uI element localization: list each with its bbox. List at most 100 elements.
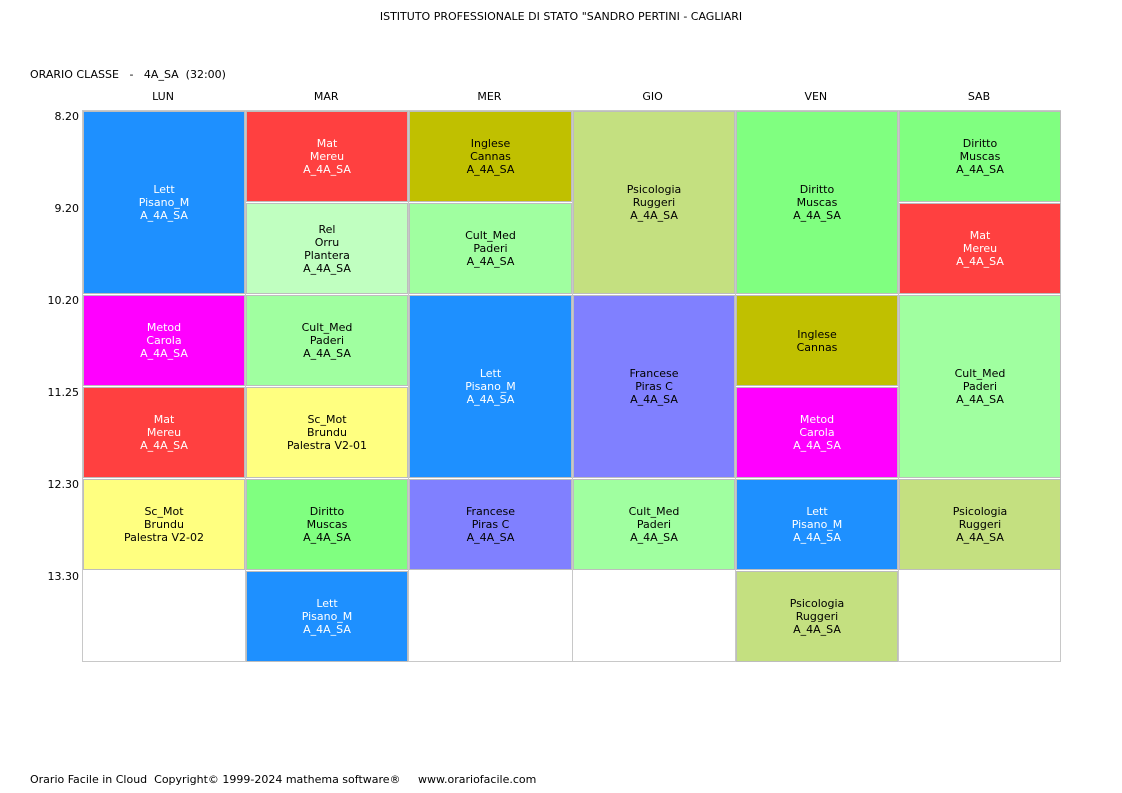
lesson-detail: Piras C xyxy=(635,380,673,393)
lesson-block[interactable]: Sc_Mot Brundu Palestra V2-02 xyxy=(83,479,245,570)
lesson-block[interactable]: Metod Carola A_4A_SA xyxy=(83,295,245,386)
copyright-text: Orario Facile in Cloud Copyright© 1999-2… xyxy=(30,773,401,786)
lesson-subject: Diritto xyxy=(799,183,835,196)
lesson-subject: Diritto xyxy=(962,137,998,150)
lesson-block[interactable]: Cult_Med Paderi A_4A_SA xyxy=(409,203,572,294)
lesson-block[interactable]: Lett Pisano_M A_4A_SA xyxy=(246,571,408,662)
lesson-detail: A_4A_SA xyxy=(303,623,351,636)
lesson-detail: A_4A_SA xyxy=(140,209,188,222)
website-link[interactable]: www.orariofacile.com xyxy=(418,773,537,786)
lesson-detail: A_4A_SA xyxy=(466,163,515,176)
lesson-block[interactable]: Mat Mereu A_4A_SA xyxy=(246,111,408,202)
lesson-detail: Pisano_M xyxy=(301,610,353,623)
lesson-subject: Inglese xyxy=(470,137,511,150)
lesson-detail: Palestra V2-01 xyxy=(287,439,367,452)
lesson-detail: A_4A_SA xyxy=(956,531,1004,544)
lesson-subject: Metod xyxy=(146,321,182,334)
lesson-block[interactable]: Lett Pisano_M A_4A_SA xyxy=(83,111,245,294)
lesson-detail: A_4A_SA xyxy=(466,531,515,544)
lesson-subject: Diritto xyxy=(309,505,345,518)
class-separator: - xyxy=(129,68,134,81)
lesson-subject: Lett xyxy=(153,183,175,196)
column-divider xyxy=(245,110,246,662)
lesson-detail: Pisano_M xyxy=(138,196,190,209)
footer: Orario Facile in Cloud Copyright© 1999-2… xyxy=(30,773,536,786)
class-header: ORARIO CLASSE - 4A_SA (32:00) xyxy=(30,68,226,81)
lesson-detail: A_4A_SA xyxy=(793,531,841,544)
class-label: ORARIO CLASSE xyxy=(30,68,119,81)
lesson-detail: Paderi xyxy=(636,518,672,531)
class-name: 4A_SA xyxy=(143,68,179,81)
day-label-mer: MER xyxy=(477,90,502,103)
lesson-detail: A_4A_SA xyxy=(956,163,1004,176)
lesson-detail: Pisano_M xyxy=(465,380,516,393)
lesson-detail: Paderi xyxy=(962,380,998,393)
lesson-detail: Ruggeri xyxy=(632,196,676,209)
school-title: ISTITUTO PROFESSIONALE DI STATO "SANDRO … xyxy=(379,10,743,23)
lesson-block[interactable]: Psicologia Ruggeri A_4A_SA xyxy=(573,111,735,294)
lesson-subject: Lett xyxy=(806,505,828,518)
lesson-subject: Psicologia xyxy=(626,183,682,196)
time-label: 10.20 xyxy=(47,294,80,307)
column-divider xyxy=(572,110,573,662)
lesson-block[interactable]: Cult_Med Paderi A_4A_SA xyxy=(246,295,408,386)
lesson-block[interactable]: Cult_Med Paderi A_4A_SA xyxy=(899,295,1061,478)
lesson-detail: A_4A_SA xyxy=(140,347,188,360)
lesson-subject: Sc_Mot xyxy=(307,413,347,426)
lesson-detail: Brundu xyxy=(144,518,184,531)
lesson-detail: Cannas xyxy=(796,340,838,354)
lesson-detail: A_4A_SA xyxy=(303,531,351,544)
lesson-detail: A_4A_SA xyxy=(303,261,351,275)
lesson-detail: Mereu xyxy=(146,426,182,439)
lesson-detail: Muscas xyxy=(796,196,838,209)
lesson-subject: Cult_Med xyxy=(628,505,680,518)
lesson-detail: Muscas xyxy=(306,518,348,531)
lesson-subject: Psicologia xyxy=(952,505,1008,518)
lesson-block[interactable]: Rel Orru Plantera A_4A_SA xyxy=(246,203,408,294)
lesson-detail: A_4A_SA xyxy=(630,393,678,406)
lesson-block[interactable]: Mat Mereu A_4A_SA xyxy=(899,203,1061,294)
lesson-block[interactable]: Diritto Muscas A_4A_SA xyxy=(736,111,898,294)
lesson-detail: Paderi xyxy=(473,242,508,255)
lesson-detail: Ruggeri xyxy=(958,518,1002,531)
lesson-detail: A_4A_SA xyxy=(956,255,1004,268)
day-label-mar: MAR xyxy=(313,90,339,103)
lesson-subject: Psicologia xyxy=(789,597,845,610)
lesson-detail: Brundu xyxy=(307,426,347,439)
time-label: 9.20 xyxy=(54,202,80,215)
lesson-block[interactable]: Cult_Med Paderi A_4A_SA xyxy=(573,479,735,570)
lesson-block[interactable]: Francese Piras C A_4A_SA xyxy=(409,479,572,570)
lesson-block[interactable]: Psicologia Ruggeri A_4A_SA xyxy=(899,479,1061,570)
lesson-detail: Paderi xyxy=(309,334,345,347)
lesson-block[interactable]: Inglese Cannas xyxy=(736,295,898,386)
lesson-block[interactable]: Diritto Muscas A_4A_SA xyxy=(246,479,408,570)
column-divider xyxy=(898,110,899,662)
lesson-detail: A_4A_SA xyxy=(793,623,841,636)
lesson-block[interactable]: Diritto Muscas A_4A_SA xyxy=(899,111,1061,202)
lesson-block[interactable]: Metod Carola A_4A_SA xyxy=(736,387,898,478)
lesson-block[interactable]: Lett Pisano_M A_4A_SA xyxy=(736,479,898,570)
lesson-detail: Mereu xyxy=(309,150,345,163)
lesson-detail: A_4A_SA xyxy=(303,347,351,360)
lesson-block[interactable]: Sc_Mot Brundu Palestra V2-01 xyxy=(246,387,408,478)
lesson-subject: Cult_Med xyxy=(301,321,353,334)
lesson-block[interactable]: Inglese Cannas A_4A_SA xyxy=(409,111,572,202)
lesson-subject: Lett xyxy=(316,597,338,610)
day-label-lun: LUN xyxy=(152,90,174,103)
lesson-detail: Palestra V2-02 xyxy=(124,531,204,544)
lesson-subject: Francese xyxy=(629,367,679,380)
lesson-block[interactable]: Francese Piras C A_4A_SA xyxy=(573,295,735,478)
lesson-block[interactable]: Mat Mereu A_4A_SA xyxy=(83,387,245,478)
lesson-subject: Rel xyxy=(318,222,336,236)
lesson-detail: Plantera xyxy=(304,248,350,262)
lesson-detail: Muscas xyxy=(959,150,1001,163)
lesson-block[interactable]: Psicologia Ruggeri A_4A_SA xyxy=(736,571,898,662)
lesson-subject: Cult_Med xyxy=(465,229,516,242)
lesson-detail: A_4A_SA xyxy=(630,531,678,544)
lesson-detail: Mereu xyxy=(962,242,998,255)
lesson-detail: A_4A_SA xyxy=(466,393,515,406)
lesson-block[interactable]: Lett Pisano_M A_4A_SA xyxy=(409,295,572,478)
lesson-detail: A_4A_SA xyxy=(466,255,515,268)
lesson-detail: A_4A_SA xyxy=(630,209,678,222)
column-divider xyxy=(408,110,409,662)
